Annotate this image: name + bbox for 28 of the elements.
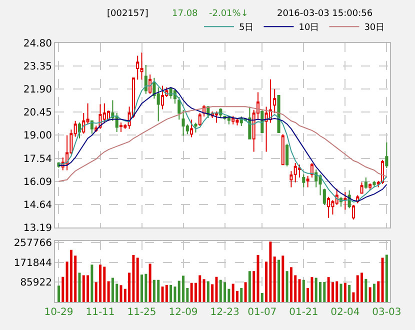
legend-label: 10日 [298,23,320,34]
x-tick-label: 02-04 [330,307,360,318]
y-tick-label: 171844 [14,258,52,269]
y-tick-label: 14.64 [23,200,52,212]
y-tick-label: 16.09 [23,176,52,188]
text: [002157] [107,9,148,19]
text: 2016-03-03 15:00:56 [277,9,373,19]
x-tick-label: 11-11 [86,307,115,318]
y-tick-label: 23.35 [23,62,52,73]
legend-label: 5日 [239,23,254,34]
y-tick-label: 257766 [14,238,52,250]
text: -2.01%↓ [209,9,248,19]
x-tick-label: 01-07 [248,307,277,318]
x-tick-label: 12-23 [210,307,240,318]
x-tick-label: 01-21 [289,307,318,318]
y-tick-label: 19.00 [23,130,52,142]
x-tick-label: 12-09 [168,307,198,318]
y-tick-label: 85922 [20,278,52,289]
x-tick-label: 03-03 [372,307,402,318]
y-tick-label: 20.45 [23,108,52,119]
x-tick-label: 10-29 [44,307,74,318]
y-tick-label: 21.90 [23,84,52,96]
y-tick-label: 13.19 [23,223,52,234]
x-tick-label: 11-25 [127,307,156,318]
legend-label: 30日 [364,23,385,34]
text: 17.08 [172,9,198,19]
y-tick-label: 24.80 [23,38,52,50]
y-tick-label: 17.54 [23,154,52,165]
